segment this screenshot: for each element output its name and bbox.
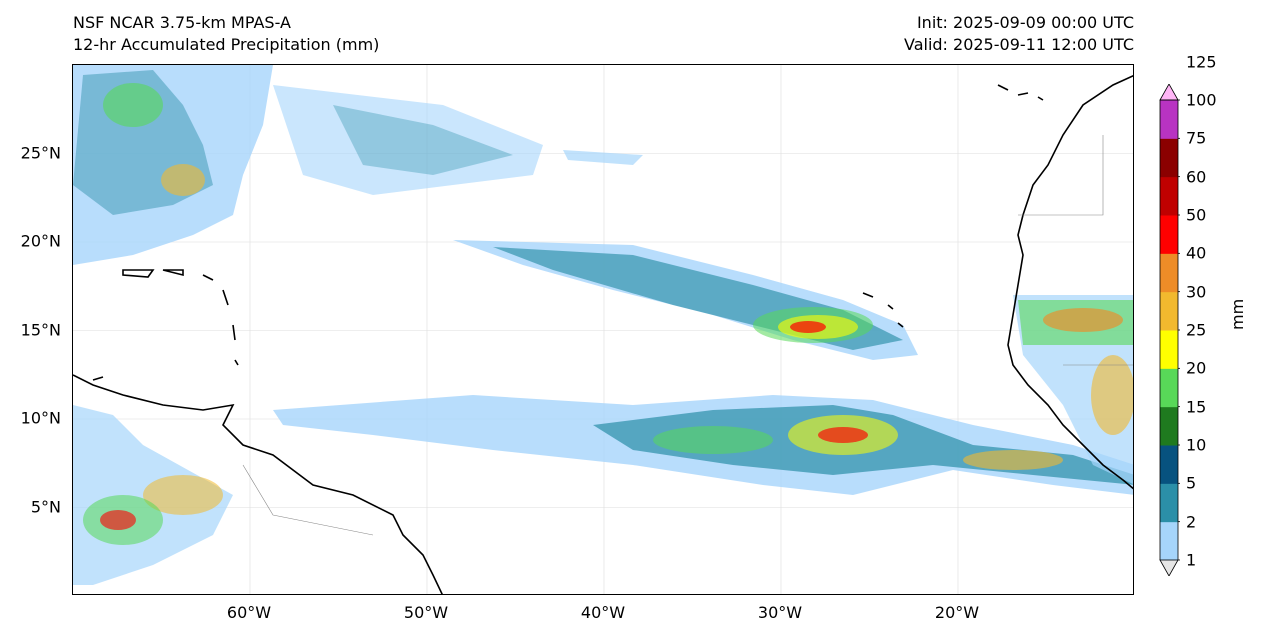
country-borders [242, 135, 1133, 536]
precip-field [73, 65, 1133, 585]
colorbar-band [1160, 330, 1178, 369]
colorbar-band [1160, 176, 1178, 216]
colorbar-band [1160, 253, 1178, 293]
colorbar-band [1160, 406, 1178, 446]
map-canvas [73, 65, 1133, 594]
colorbar-tick-label: 2 [1186, 512, 1197, 532]
precip-streak [563, 150, 643, 165]
colorbar-tick-label: 75 [1186, 128, 1207, 148]
colorbar-tick-label: 40 [1186, 243, 1207, 263]
colorbar-band [1160, 368, 1178, 408]
colorbar-tick-label: 50 [1186, 205, 1207, 225]
colorbar-tick-label: 15 [1186, 397, 1207, 417]
coastlines [73, 75, 1133, 594]
colorbar-tick-label: 5 [1186, 473, 1197, 493]
colorbar-tick-label: 100 [1186, 90, 1217, 110]
field-title: 12-hr Accumulated Precipitation (mm) [73, 35, 380, 54]
colorbar-band [1160, 100, 1178, 139]
colorbar-band [1160, 215, 1178, 254]
precip-cell [790, 321, 826, 333]
colorbar-tick-label: 60 [1186, 167, 1207, 187]
colorbar-tick-label: 10 [1186, 435, 1207, 455]
precip-cell [963, 450, 1063, 470]
precip-cell [100, 510, 136, 530]
caribbean-islands [92, 269, 239, 381]
init-time: Init: 2025-09-09 00:00 UTC [916, 13, 1134, 32]
precip-cell [161, 164, 205, 196]
latitude-label: 25°N [20, 143, 61, 162]
longitude-label: 60°W [226, 603, 272, 622]
latitude-label: 10°N [20, 408, 61, 428]
precip-cell [1043, 308, 1123, 332]
colorbar-band [1160, 445, 1178, 484]
colorbar-tick-label: 20 [1186, 358, 1207, 378]
canary-islands [997, 84, 1044, 101]
precip-cell [1091, 355, 1133, 435]
border [242, 464, 374, 536]
colorbar-band [1160, 521, 1178, 561]
valid-time: Valid: 2025-09-11 12:00 UTC [903, 35, 1134, 54]
precip-cell [103, 83, 163, 127]
latitude-label: 5°N [30, 497, 61, 516]
precip-band-upper [273, 85, 543, 195]
colorbar-tick-label: 125 [1186, 52, 1217, 72]
border [1018, 135, 1104, 216]
map-title: NSF NCAR 3.75-km MPAS-A 12-hr Accumulate… [73, 12, 379, 56]
colorbar-band [1160, 483, 1178, 523]
latitude-label: 15°N [20, 320, 61, 339]
precip-cell [653, 426, 773, 454]
colorbar-extend-low [1159, 559, 1179, 576]
colorbar-extend-high [1159, 84, 1179, 101]
time-info: Init: 2025-09-09 00:00 UTC Valid: 2025-0… [904, 12, 1134, 56]
south-america-coast [73, 374, 443, 594]
africa-coast [1007, 75, 1133, 490]
precip-cell [143, 475, 223, 515]
longitude-label: 50°W [403, 603, 449, 622]
colorbar-unit: mm [1228, 298, 1247, 330]
colorbar-tick-label: 1 [1186, 550, 1197, 570]
cape-verde-islands [862, 292, 904, 328]
precip-cell [818, 427, 868, 443]
model-title: NSF NCAR 3.75-km MPAS-A [73, 13, 291, 32]
colorbar-band [1160, 291, 1178, 331]
longitude-label: 40°W [580, 603, 626, 622]
precipitation-map [72, 64, 1134, 595]
colorbar-tick-label: 30 [1186, 282, 1207, 302]
longitude-label: 30°W [757, 603, 803, 622]
colorbar-band [1160, 138, 1178, 178]
colorbar-tick-label: 25 [1186, 320, 1207, 340]
colorbar [1159, 84, 1180, 576]
precip-band-upper-core [333, 105, 513, 175]
longitude-label: 20°W [934, 603, 980, 622]
latitude-label: 20°N [20, 231, 61, 251]
